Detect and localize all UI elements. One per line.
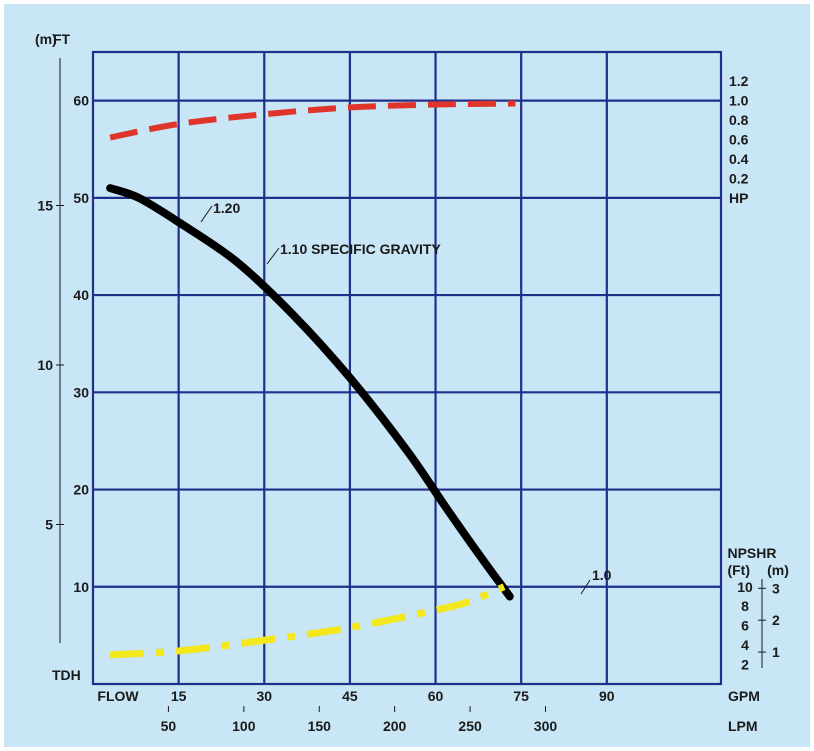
annotation-leader bbox=[266, 247, 280, 265]
hp-tick-label: 0.4 bbox=[729, 151, 749, 167]
npshr-m-unit: (m) bbox=[767, 562, 789, 578]
npshr-ft-tick-label: 6 bbox=[741, 618, 749, 634]
y-tick-label-m: 5 bbox=[45, 517, 53, 533]
x-tick-label-lpm: 100 bbox=[232, 718, 256, 734]
hp-tick-label: 0.2 bbox=[729, 170, 749, 186]
annotation-label: 1.20 bbox=[213, 200, 240, 216]
npshr-m-tick-label: 2 bbox=[772, 612, 780, 628]
hp-tick-label: 1.0 bbox=[729, 93, 749, 109]
annotation-leader bbox=[200, 205, 213, 223]
npshr-axis-title: NPSHR bbox=[727, 545, 776, 561]
y-axis-ft-unit: FT bbox=[53, 31, 71, 47]
x-axis-lpm-unit: LPM bbox=[728, 718, 758, 734]
grid bbox=[91, 50, 723, 686]
annotation-label: 1.10 SPECIFIC GRAVITY bbox=[280, 241, 441, 257]
hp-tick-label: 0.8 bbox=[729, 112, 749, 128]
npshr-ft-tick-label: 8 bbox=[741, 598, 749, 614]
npshr-ft-unit: (Ft) bbox=[727, 562, 750, 578]
x-tick-label-gpm: 60 bbox=[428, 688, 444, 704]
y-axis-tdh-label: TDH bbox=[52, 667, 81, 683]
hp-axis-unit: HP bbox=[729, 190, 748, 206]
y-tick-label-ft: 10 bbox=[73, 579, 89, 595]
y-tick-label-m: 15 bbox=[37, 198, 53, 214]
npshr-m-tick-label: 1 bbox=[772, 644, 780, 660]
y-tick-label-ft: 60 bbox=[73, 93, 89, 109]
x-tick-label-gpm: 15 bbox=[171, 688, 187, 704]
x-tick-label-gpm: 45 bbox=[342, 688, 358, 704]
chart-panel bbox=[4, 4, 810, 747]
annotation-leader bbox=[580, 579, 591, 595]
y-tick-label-ft: 20 bbox=[73, 482, 89, 498]
x-axis-flow-label: FLOW bbox=[97, 688, 139, 704]
x-tick-label-lpm: 300 bbox=[534, 718, 558, 734]
x-tick-label-gpm: 30 bbox=[256, 688, 272, 704]
npshr-curve bbox=[109, 583, 506, 659]
npshr-ft-tick-label: 4 bbox=[741, 637, 749, 653]
y-tick-label-ft: 40 bbox=[73, 287, 89, 303]
y-tick-label-ft: 50 bbox=[73, 190, 89, 206]
npshr-ft-tick-label: 2 bbox=[741, 657, 749, 673]
series-layer bbox=[106, 100, 516, 659]
npshr-m-tick-label: 3 bbox=[772, 580, 780, 596]
annotation-label: 1.0 bbox=[592, 567, 612, 583]
hp-tick-label: 1.2 bbox=[729, 73, 749, 89]
y-axis-m-unit: (m) bbox=[35, 31, 57, 47]
x-axis-gpm-unit: GPM bbox=[728, 688, 760, 704]
x-tick-label-lpm: 50 bbox=[161, 718, 177, 734]
y-tick-label-m: 10 bbox=[37, 357, 53, 373]
x-tick-label-lpm: 200 bbox=[383, 718, 407, 734]
horsepower-curve bbox=[109, 100, 516, 141]
npshr-ft-tick-label: 10 bbox=[737, 579, 753, 595]
hp-tick-label: 0.6 bbox=[729, 132, 749, 148]
x-tick-label-gpm: 90 bbox=[599, 688, 615, 704]
x-tick-label-lpm: 250 bbox=[458, 718, 482, 734]
x-tick-label-gpm: 75 bbox=[513, 688, 529, 704]
head-curve bbox=[106, 184, 514, 601]
plot-frame bbox=[91, 50, 723, 686]
x-tick-label-lpm: 150 bbox=[308, 718, 332, 734]
y-tick-label-ft: 30 bbox=[73, 384, 89, 400]
